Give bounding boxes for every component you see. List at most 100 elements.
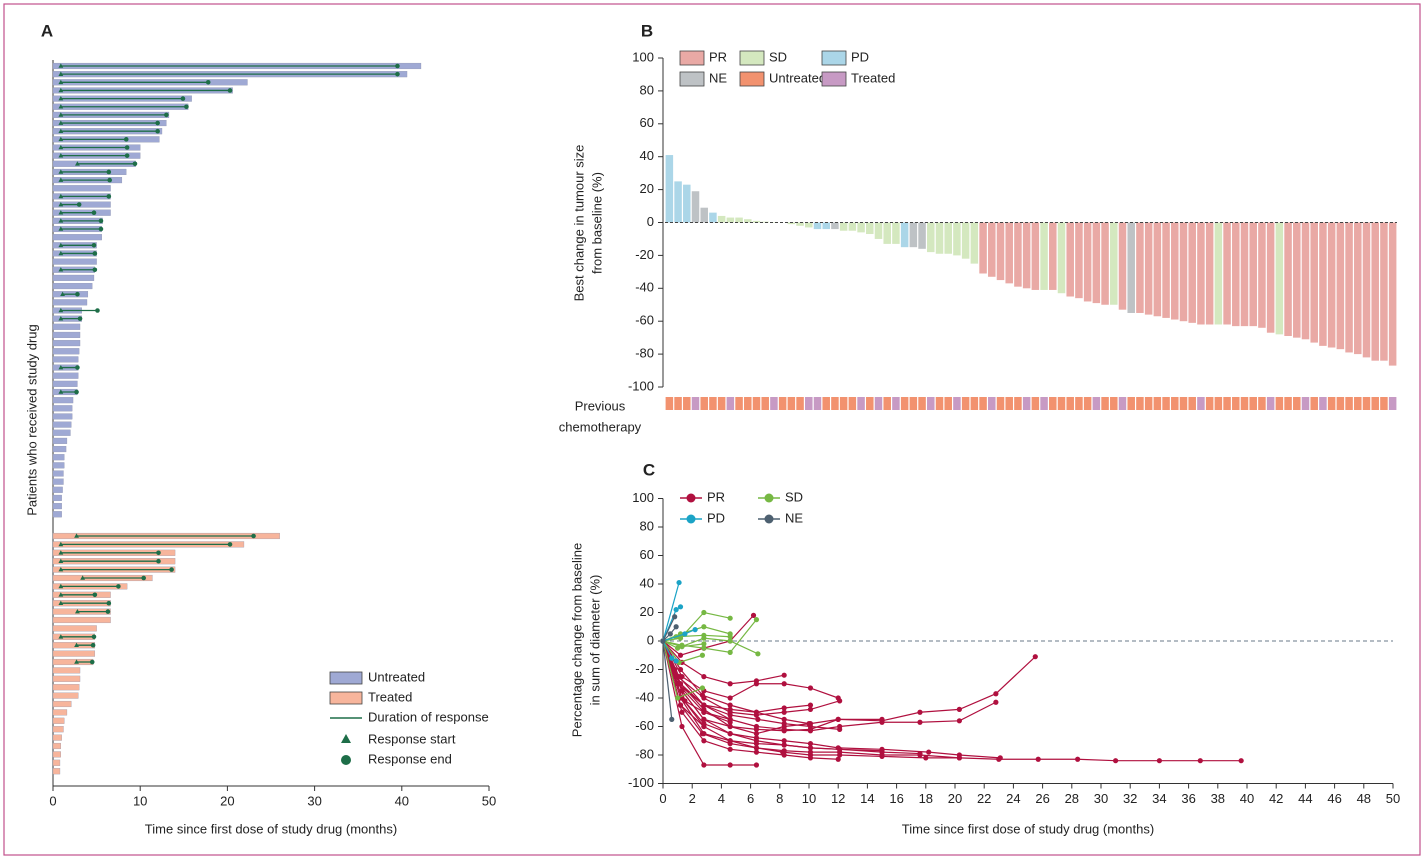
bar [1075, 222, 1083, 299]
bar [1301, 222, 1310, 340]
y-tick-label: -80 [635, 346, 654, 361]
response-end [164, 112, 169, 118]
response-point [753, 731, 760, 737]
response-point [672, 614, 678, 620]
duration-bar [52, 478, 64, 485]
bar [1240, 222, 1249, 327]
response-line [662, 640, 673, 720]
bar [1066, 222, 1074, 297]
chemo-cell [1380, 397, 1388, 410]
chemo-cell [1144, 397, 1153, 410]
response-end [92, 267, 98, 273]
response-start [58, 634, 64, 639]
chemo-cell [953, 397, 961, 410]
response-start [58, 558, 64, 563]
response-point [727, 649, 733, 656]
response-start [58, 136, 64, 142]
bar [796, 222, 804, 226]
bar [1171, 222, 1179, 320]
x-tick-label: 50 [1386, 791, 1400, 806]
bar [900, 222, 909, 248]
response-end [92, 592, 98, 598]
y-tick-label: -100 [628, 775, 654, 790]
response-end [132, 161, 138, 167]
bar [909, 222, 918, 248]
chemo-cell [1345, 397, 1353, 410]
response-point [781, 681, 787, 687]
chemo-cell [761, 397, 769, 410]
bar [874, 222, 883, 239]
response-point [701, 624, 707, 630]
response-point [917, 750, 923, 757]
response-point [781, 742, 787, 748]
response-start [60, 291, 65, 296]
response-line [662, 640, 997, 732]
y-tick-label: 40 [640, 148, 654, 163]
legend-swatch [679, 50, 705, 66]
chemo-cell [831, 397, 839, 410]
y-axis-title: Patients who received study drug [24, 324, 39, 516]
x-tick-label: 46 [1327, 791, 1341, 806]
bar [1144, 222, 1153, 315]
bar [970, 222, 979, 264]
bar [1336, 222, 1345, 350]
chemo-cell [700, 397, 708, 410]
bar [1162, 222, 1170, 318]
response-end [106, 600, 112, 606]
bar [822, 222, 830, 230]
response-start [58, 87, 64, 93]
bar [848, 222, 857, 231]
response-start [58, 364, 64, 370]
response-end [124, 153, 130, 158]
duration-bar [52, 413, 73, 420]
response-point [677, 652, 684, 658]
response-start [58, 307, 64, 313]
response-point [807, 685, 814, 691]
response-point [993, 699, 999, 705]
bar [717, 215, 726, 223]
chemo-cell [909, 397, 918, 410]
bar [1188, 222, 1196, 323]
response-point [781, 748, 787, 754]
duration-bar [52, 511, 62, 518]
response-point [923, 755, 929, 761]
response-point [692, 627, 698, 633]
response-start [58, 242, 64, 248]
response-point [675, 645, 681, 651]
chemo-cell [1362, 397, 1371, 410]
duration-bar [52, 675, 81, 682]
bar [744, 219, 752, 223]
response-point [997, 755, 1003, 761]
response-point [807, 745, 814, 751]
response-end [180, 96, 186, 101]
response-point [753, 617, 760, 623]
bar [726, 217, 735, 223]
response-end [395, 71, 400, 77]
bar [1153, 222, 1162, 317]
response-start [58, 541, 64, 547]
response-point [699, 652, 706, 658]
bar [1110, 222, 1118, 305]
response-point [701, 645, 707, 651]
y-tick-label: 100 [632, 490, 654, 505]
x-tick-label: 0 [659, 791, 666, 806]
bar [813, 222, 822, 230]
response-point [701, 702, 707, 708]
chemo-cell [1319, 397, 1327, 410]
legend-label: PD [851, 49, 869, 64]
response-end [92, 251, 98, 256]
response-point [835, 716, 841, 722]
response-point [673, 658, 679, 664]
y-tick-label: -40 [635, 689, 654, 704]
y-tick-label: 20 [640, 181, 654, 196]
bar [1049, 222, 1057, 290]
chemo-cell [1354, 397, 1362, 410]
response-point [1238, 758, 1244, 764]
response-line [662, 611, 731, 642]
response-line [662, 640, 785, 685]
response-end [123, 137, 129, 142]
response-point [667, 631, 673, 637]
y-tick-label: 100 [632, 49, 654, 64]
bar [831, 222, 839, 230]
x-tick-label: 20 [220, 793, 234, 808]
